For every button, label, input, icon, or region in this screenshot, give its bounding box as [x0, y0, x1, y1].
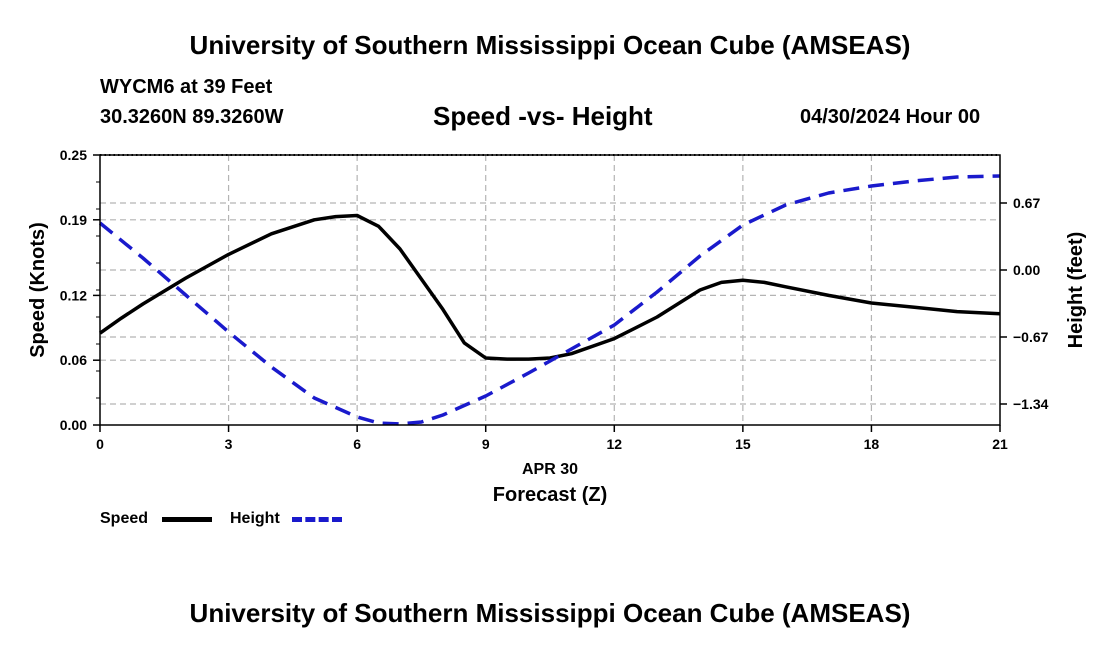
y-tick-label: 0.19 — [60, 212, 87, 228]
datetime-label: 04/30/2024 Hour 00 — [800, 106, 981, 128]
series-line-speed — [98, 213, 1001, 361]
station-label: WYCM6 at 39 Feet — [100, 76, 273, 98]
x-axis-date-label: APR 30 — [522, 461, 578, 478]
y-tick-label: 0.06 — [60, 352, 87, 368]
legend-speed-label: Speed — [100, 510, 149, 527]
y-tick-label: 0.00 — [60, 417, 87, 433]
x-tick-label: 6 — [353, 436, 361, 452]
tick-layer: 0 3 6 9 12 15 18 21 0.00 0.06 0.12 0.19 0.25 −1.34 −0.… — [60, 147, 1049, 452]
y-tick-label: 0.25 — [60, 147, 87, 163]
x-tick-label: 15 — [735, 436, 751, 452]
chart: 0 3 6 9 12 15 18 21 0.00 0.06 0.12 0.19 0.25 −1.34 −0.… — [27, 147, 1087, 506]
x-tick-label: 0 — [96, 436, 104, 452]
y2-tick-label: −1.34 — [1013, 396, 1049, 412]
plot-frame — [99, 154, 1001, 426]
x-tick-label: 12 — [606, 436, 622, 452]
legend-height-label: Height — [230, 510, 280, 527]
x-tick-label: 18 — [864, 436, 880, 452]
x-axis-label: Forecast (Z) — [493, 484, 607, 506]
series-layer — [98, 174, 1001, 426]
coordinates-label: 30.3260N 89.3260W — [100, 106, 284, 128]
series-line-height — [98, 174, 1001, 426]
x-tick-label: 21 — [992, 436, 1008, 452]
y-axis-label: Speed (Knots) — [27, 222, 49, 358]
y-tick-label: 0.12 — [60, 287, 87, 303]
x-tick-label: 3 — [225, 436, 233, 452]
legend-height-swatch — [292, 517, 342, 522]
main-title: University of Southern Mississippi Ocean… — [189, 30, 911, 60]
x-tick-label: 9 — [482, 436, 490, 452]
grid-layer — [100, 155, 1000, 425]
y2-tick-label: 0.67 — [1013, 195, 1040, 211]
y2-tick-label: −0.67 — [1013, 329, 1049, 345]
footer-title: University of Southern Mississippi Ocean… — [189, 598, 911, 628]
y2-axis-label: Height (feet) — [1065, 232, 1087, 349]
y2-tick-label: 0.00 — [1013, 262, 1040, 278]
legend-speed-swatch — [162, 517, 212, 522]
chart-title: Speed -vs- Height — [433, 101, 653, 131]
